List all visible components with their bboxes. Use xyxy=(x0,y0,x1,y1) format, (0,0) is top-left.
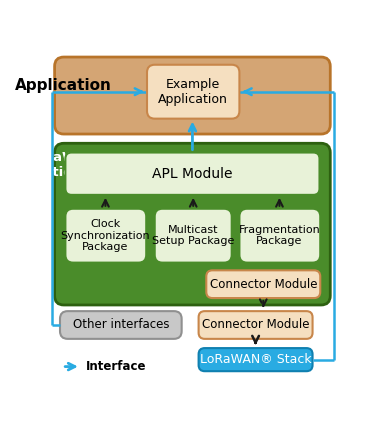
Text: Application: Application xyxy=(16,78,112,93)
Text: Connector Module: Connector Module xyxy=(209,278,317,291)
FancyBboxPatch shape xyxy=(65,209,146,262)
FancyBboxPatch shape xyxy=(147,65,239,119)
Text: APL Module: APL Module xyxy=(152,167,233,181)
Text: Other interfaces: Other interfaces xyxy=(73,318,169,332)
Text: Fragmentation
Package: Fragmentation Package xyxy=(239,225,320,246)
Text: LoRaWAN
Application Layer: LoRaWAN Application Layer xyxy=(0,151,128,179)
FancyBboxPatch shape xyxy=(65,153,320,195)
Text: Connector Module: Connector Module xyxy=(202,318,309,332)
Text: Multicast
Setup Package: Multicast Setup Package xyxy=(152,225,234,246)
FancyBboxPatch shape xyxy=(206,271,320,298)
FancyBboxPatch shape xyxy=(199,311,313,339)
Text: LoRaWAN® Stack: LoRaWAN® Stack xyxy=(200,353,311,366)
FancyBboxPatch shape xyxy=(60,311,182,339)
FancyBboxPatch shape xyxy=(199,348,313,371)
FancyBboxPatch shape xyxy=(55,57,330,134)
FancyBboxPatch shape xyxy=(155,209,232,262)
Text: Interface: Interface xyxy=(86,360,146,373)
Text: Example
Application: Example Application xyxy=(158,78,228,106)
FancyBboxPatch shape xyxy=(239,209,320,262)
FancyBboxPatch shape xyxy=(55,143,330,305)
Text: Clock
Synchronization
Package: Clock Synchronization Package xyxy=(61,219,150,252)
